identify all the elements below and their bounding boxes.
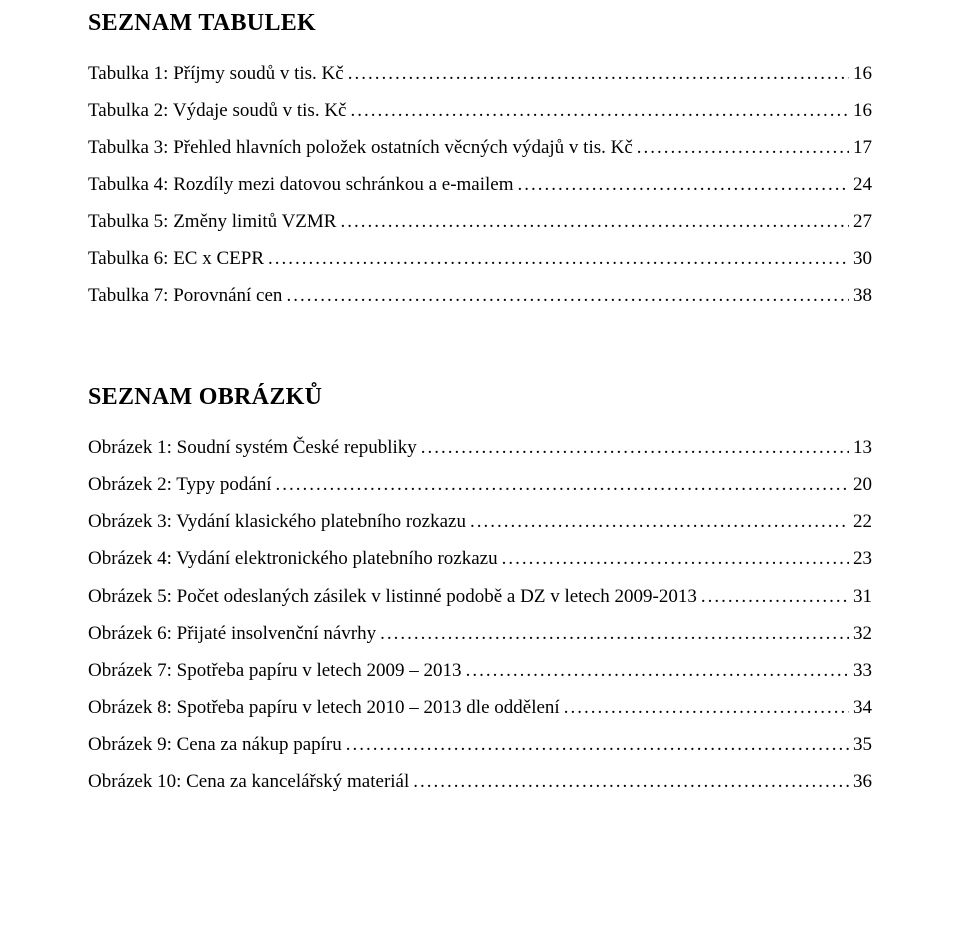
toc-dots xyxy=(380,615,849,652)
toc-row: Obrázek 4: Vydání elektronického platebn… xyxy=(88,540,872,577)
toc-page: 24 xyxy=(853,166,872,203)
toc-label: Tabulka 1: Příjmy soudů v tis. Kč xyxy=(88,55,344,92)
toc-label: Obrázek 9: Cena za nákup papíru xyxy=(88,726,342,763)
toc-label: Obrázek 1: Soudní systém České republiky xyxy=(88,429,417,466)
toc-row: Tabulka 5: Změny limitů VZMR 27 xyxy=(88,203,872,240)
toc-row: Obrázek 10: Cena za kancelářský materiál… xyxy=(88,763,872,800)
toc-label: Tabulka 5: Změny limitů VZMR xyxy=(88,203,336,240)
toc-page: 33 xyxy=(853,652,872,689)
toc-dots xyxy=(413,763,849,800)
toc-label: Obrázek 2: Typy podání xyxy=(88,466,272,503)
toc-dots xyxy=(564,689,849,726)
heading-figures: SEZNAM OBRÁZKŮ xyxy=(88,384,872,411)
toc-page: 38 xyxy=(853,277,872,314)
toc-label: Obrázek 3: Vydání klasického platebního … xyxy=(88,503,466,540)
toc-label: Tabulka 6: EC x CEPR xyxy=(88,240,264,277)
toc-row: Tabulka 7: Porovnání cen 38 xyxy=(88,277,872,314)
toc-row: Tabulka 3: Přehled hlavních položek osta… xyxy=(88,129,872,166)
toc-tables: Tabulka 1: Příjmy soudů v tis. Kč 16 Tab… xyxy=(88,55,872,314)
toc-label: Tabulka 3: Přehled hlavních položek osta… xyxy=(88,129,633,166)
toc-dots xyxy=(286,277,849,314)
heading-tables: SEZNAM TABULEK xyxy=(88,10,872,37)
toc-dots xyxy=(276,466,849,503)
toc-label: Tabulka 7: Porovnání cen xyxy=(88,277,282,314)
toc-page: 36 xyxy=(853,763,872,800)
toc-page: 16 xyxy=(853,92,872,129)
toc-dots xyxy=(637,129,849,166)
toc-label: Obrázek 7: Spotřeba papíru v letech 2009… xyxy=(88,652,462,689)
toc-label: Obrázek 6: Přijaté insolvenční návrhy xyxy=(88,615,376,652)
toc-dots xyxy=(421,429,849,466)
toc-label: Tabulka 2: Výdaje soudů v tis. Kč xyxy=(88,92,346,129)
toc-page: 22 xyxy=(853,503,872,540)
toc-page: 30 xyxy=(853,240,872,277)
toc-label: Obrázek 8: Spotřeba papíru v letech 2010… xyxy=(88,689,560,726)
section-gap xyxy=(88,314,872,384)
toc-page: 16 xyxy=(853,55,872,92)
toc-dots xyxy=(470,503,849,540)
toc-row: Tabulka 6: EC x CEPR 30 xyxy=(88,240,872,277)
toc-label: Tabulka 4: Rozdíly mezi datovou schránko… xyxy=(88,166,514,203)
toc-dots xyxy=(348,55,849,92)
toc-row: Obrázek 3: Vydání klasického platebního … xyxy=(88,503,872,540)
toc-row: Obrázek 7: Spotřeba papíru v letech 2009… xyxy=(88,652,872,689)
toc-figures: Obrázek 1: Soudní systém České republiky… xyxy=(88,429,872,799)
document-page: SEZNAM TABULEK Tabulka 1: Příjmy soudů v… xyxy=(0,0,960,928)
toc-row: Obrázek 5: Počet odeslaných zásilek v li… xyxy=(88,578,872,615)
toc-page: 17 xyxy=(853,129,872,166)
toc-label: Obrázek 5: Počet odeslaných zásilek v li… xyxy=(88,578,697,615)
toc-page: 34 xyxy=(853,689,872,726)
toc-page: 35 xyxy=(853,726,872,763)
toc-row: Obrázek 2: Typy podání 20 xyxy=(88,466,872,503)
toc-row: Obrázek 6: Přijaté insolvenční návrhy 32 xyxy=(88,615,872,652)
toc-dots xyxy=(518,166,849,203)
toc-page: 27 xyxy=(853,203,872,240)
toc-label: Obrázek 10: Cena za kancelářský materiál xyxy=(88,763,409,800)
toc-row: Obrázek 9: Cena za nákup papíru 35 xyxy=(88,726,872,763)
toc-dots xyxy=(350,92,849,129)
toc-row: Tabulka 4: Rozdíly mezi datovou schránko… xyxy=(88,166,872,203)
toc-dots xyxy=(346,726,849,763)
toc-page: 13 xyxy=(853,429,872,466)
toc-page: 20 xyxy=(853,466,872,503)
toc-dots xyxy=(701,578,849,615)
toc-page: 32 xyxy=(853,615,872,652)
toc-dots xyxy=(466,652,849,689)
toc-dots xyxy=(340,203,849,240)
toc-dots xyxy=(502,540,849,577)
toc-label: Obrázek 4: Vydání elektronického platebn… xyxy=(88,540,498,577)
toc-row: Obrázek 8: Spotřeba papíru v letech 2010… xyxy=(88,689,872,726)
toc-dots xyxy=(268,240,849,277)
toc-row: Tabulka 2: Výdaje soudů v tis. Kč 16 xyxy=(88,92,872,129)
toc-row: Obrázek 1: Soudní systém České republiky… xyxy=(88,429,872,466)
toc-page: 23 xyxy=(853,540,872,577)
toc-page: 31 xyxy=(853,578,872,615)
toc-row: Tabulka 1: Příjmy soudů v tis. Kč 16 xyxy=(88,55,872,92)
